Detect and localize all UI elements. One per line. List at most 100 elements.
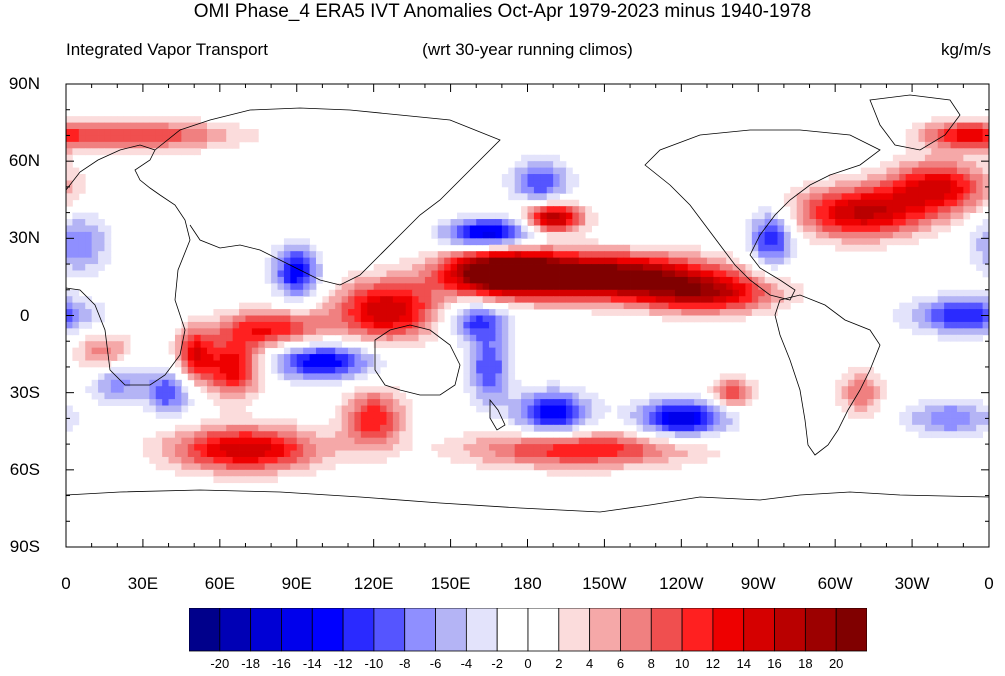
field-cell bbox=[969, 296, 977, 304]
field-cell bbox=[335, 411, 343, 419]
field-cell bbox=[630, 309, 637, 316]
field-cell bbox=[931, 206, 939, 214]
field-cell bbox=[174, 135, 182, 143]
field-cell bbox=[399, 315, 407, 323]
field-cell bbox=[700, 276, 708, 284]
field-cell bbox=[174, 431, 182, 439]
field-cell bbox=[642, 244, 650, 252]
field-cell bbox=[533, 244, 541, 252]
field-cell bbox=[963, 135, 971, 143]
field-cell bbox=[860, 206, 868, 214]
field-cell bbox=[533, 167, 541, 175]
field-cell bbox=[226, 309, 234, 316]
field-cell bbox=[296, 315, 304, 323]
field-cell bbox=[963, 328, 971, 336]
field-cell bbox=[290, 251, 298, 259]
field-cell bbox=[533, 206, 541, 214]
field-cell bbox=[450, 276, 458, 284]
field-cell bbox=[104, 135, 112, 143]
field-cell bbox=[924, 219, 932, 226]
field-cell bbox=[514, 174, 522, 181]
field-cell bbox=[527, 424, 535, 432]
field-cell bbox=[476, 231, 484, 239]
field-cell bbox=[251, 129, 259, 136]
field-cell bbox=[264, 431, 272, 439]
field-cell bbox=[559, 437, 567, 445]
field-cell bbox=[444, 302, 451, 310]
field-cell bbox=[950, 135, 958, 143]
field-cell bbox=[617, 276, 625, 284]
coastline-africa-europe bbox=[65, 144, 191, 386]
field-cell bbox=[700, 315, 708, 323]
field-cell bbox=[98, 244, 105, 252]
field-cell bbox=[245, 469, 253, 477]
field-cell bbox=[604, 302, 612, 310]
field-cell bbox=[892, 193, 900, 201]
field-cell bbox=[623, 244, 631, 252]
field-cell bbox=[104, 334, 112, 342]
field-cell bbox=[328, 289, 336, 297]
field-cell bbox=[450, 283, 458, 291]
field-cell bbox=[367, 437, 375, 445]
field-cell bbox=[66, 411, 73, 419]
field-cell bbox=[630, 456, 637, 464]
field-cell bbox=[213, 341, 221, 349]
field-cell bbox=[130, 392, 137, 400]
field-cell bbox=[771, 244, 778, 252]
field-cell bbox=[354, 321, 362, 329]
field-cell bbox=[213, 476, 221, 484]
field-cell bbox=[847, 212, 855, 220]
field-cell bbox=[899, 309, 907, 316]
field-cell bbox=[924, 231, 932, 239]
field-cell bbox=[380, 456, 387, 464]
field-cell bbox=[976, 264, 983, 271]
field-cell bbox=[508, 379, 516, 387]
field-cell bbox=[207, 386, 214, 394]
field-cell bbox=[912, 129, 919, 136]
field-cell bbox=[546, 257, 554, 265]
field-cell bbox=[508, 418, 516, 426]
field-cell bbox=[533, 264, 541, 271]
field-cell bbox=[66, 238, 73, 246]
field-cell bbox=[348, 392, 355, 400]
field-cell bbox=[508, 450, 516, 458]
field-cell bbox=[668, 244, 676, 252]
field-cell bbox=[495, 431, 503, 439]
field-cell bbox=[649, 437, 657, 445]
field-cell bbox=[623, 270, 631, 278]
field-cell bbox=[976, 122, 983, 130]
field-cell bbox=[258, 302, 266, 310]
field-cell bbox=[521, 399, 528, 406]
field-cell bbox=[533, 450, 541, 458]
field-cell bbox=[976, 186, 983, 194]
field-cell bbox=[501, 270, 509, 278]
field-cell bbox=[867, 373, 875, 381]
field-cell bbox=[91, 386, 99, 394]
field-cell bbox=[777, 244, 785, 252]
field-cell bbox=[687, 405, 695, 413]
field-cell bbox=[264, 257, 272, 265]
field-cell bbox=[78, 174, 86, 181]
field-cell bbox=[78, 251, 86, 259]
field-cell bbox=[546, 251, 554, 259]
field-cell bbox=[687, 392, 695, 400]
field-cell bbox=[847, 193, 855, 201]
field-cell bbox=[283, 431, 291, 439]
field-cell bbox=[271, 366, 278, 374]
field-cell bbox=[649, 411, 657, 419]
field-cell bbox=[142, 386, 150, 394]
field-cell bbox=[142, 129, 150, 136]
field-cell bbox=[668, 392, 676, 400]
field-cell bbox=[315, 366, 323, 374]
field-cell bbox=[674, 444, 682, 451]
field-cell bbox=[617, 283, 625, 291]
field-cell bbox=[937, 399, 945, 406]
field-cell bbox=[719, 424, 727, 432]
field-cell bbox=[976, 206, 983, 214]
field-cell bbox=[130, 116, 137, 123]
field-cell bbox=[456, 321, 464, 329]
field-cell bbox=[66, 219, 73, 226]
field-cell bbox=[578, 244, 586, 252]
field-cell bbox=[174, 399, 182, 406]
field-cell bbox=[931, 328, 939, 336]
